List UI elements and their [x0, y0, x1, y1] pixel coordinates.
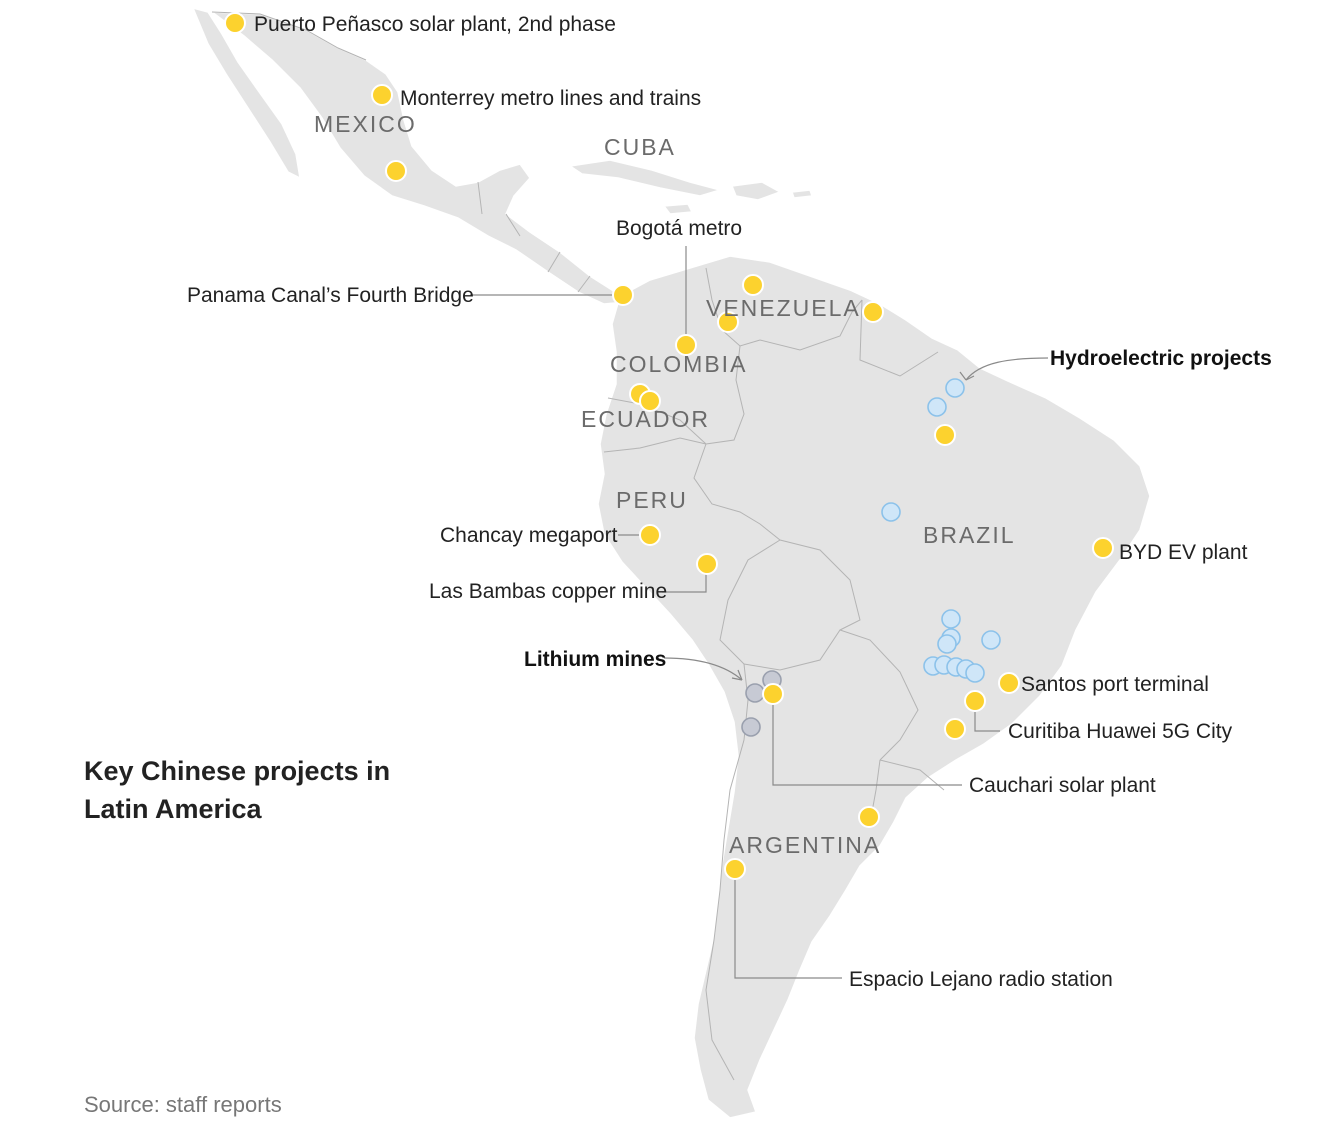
label-lithium: Lithium mines: [524, 648, 666, 671]
project-dot-venezuela-west: [717, 311, 739, 333]
project-dot-cauchari: [762, 683, 784, 705]
label-byd: BYD EV plant: [1119, 541, 1248, 564]
leader-curitiba: [974, 712, 1000, 732]
border-bolivia-paraguay-argentina: [743, 629, 919, 761]
hydroelectric-dots: [881, 378, 1001, 683]
country-label-argentina: ARGENTINA: [729, 832, 881, 858]
border-us-mexico: [211, 11, 367, 61]
project-dot-venezuela-north: [742, 274, 764, 296]
border-peru-brazil: [693, 443, 781, 541]
south-america: [597, 255, 1151, 1119]
cuba-island: [567, 159, 723, 197]
project-dot-espacio-lejano: [724, 858, 746, 880]
project-dot-puerto-penasco: [224, 12, 246, 34]
country-label-peru: PERU: [616, 487, 688, 513]
project-dot-byd: [1092, 537, 1114, 559]
label-hydroelectric: Hydroelectric projects: [1050, 347, 1272, 370]
label-bogota: Bogotá metro: [616, 217, 742, 240]
hydro-dot: [941, 609, 961, 629]
project-dot-ecuador-2: [639, 390, 661, 412]
project-dot-chancay: [639, 524, 661, 546]
hydro-arrowhead: [959, 371, 975, 381]
hydro-dot: [945, 378, 965, 398]
project-dot-monterrey: [371, 84, 393, 106]
border-colombia-brazil: [705, 345, 745, 445]
label-santos: Santos port terminal: [1021, 673, 1209, 696]
project-dot-buenos-aires: [858, 806, 880, 828]
label-curitiba: Curitiba Huawei 5G City: [1008, 720, 1233, 743]
project-dot-panama: [612, 284, 634, 306]
country-label-mexico: MEXICO: [314, 111, 417, 137]
hydro-dot: [881, 502, 901, 522]
lithium-dot: [745, 683, 765, 703]
project-dot-mexico-city: [385, 160, 407, 182]
leader-las-bambas: [662, 574, 707, 593]
label-las-bambas: Las Bambas copper mine: [429, 580, 667, 603]
project-dot-guyana: [862, 301, 884, 323]
border-argentina-uruguay: [871, 759, 945, 813]
border-ecuador-peru: [603, 437, 707, 453]
label-cauchari: Cauchari solar plant: [969, 774, 1156, 797]
border-peru-bolivia: [719, 539, 781, 665]
leader-espacio: [734, 878, 842, 979]
country-borders: [211, 11, 945, 1081]
landmass: [191, 6, 1151, 1119]
leader-cauchari: [772, 704, 962, 786]
country-label-brazil: BRAZIL: [923, 522, 1016, 548]
country-label-ecuador: ECUADOR: [581, 406, 710, 432]
project-dot-las-bambas: [696, 553, 718, 575]
project-dot-brazil-north: [934, 424, 956, 446]
hydro-dot: [937, 634, 957, 654]
source-note: Source: staff reports: [84, 1092, 282, 1117]
puerto-rico-island: [790, 189, 814, 199]
project-dot-curitiba: [964, 690, 986, 712]
country-labels: MEXICO CUBA VENEZUELA COLOMBIA ECUADOR P…: [314, 111, 1016, 858]
border-venezuela-brazil: [759, 299, 939, 377]
country-label-colombia: COLOMBIA: [610, 351, 747, 377]
label-espacio: Espacio Lejano radio station: [849, 968, 1113, 991]
hydro-dot: [981, 630, 1001, 650]
border-colombia-ecuador: [607, 397, 707, 445]
country-label-venezuela: VENEZUELA: [706, 295, 861, 321]
baja-california: [191, 6, 301, 180]
project-labels: Puerto Peñasco solar plant, 2nd phase Mo…: [187, 13, 1272, 991]
map-title: Key Chinese projects in Latin America: [84, 756, 391, 824]
lithium-arrowhead: [731, 669, 743, 681]
country-label-cuba: CUBA: [604, 134, 676, 160]
project-dot-bogota: [675, 334, 697, 356]
label-chancay: Chancay megaport: [440, 524, 618, 547]
label-panama: Panama Canal’s Fourth Bridge: [187, 284, 474, 307]
leader-lithium: [663, 657, 743, 681]
border-central-america: [477, 181, 591, 293]
border-bolivia-brazil: [779, 539, 861, 631]
hydro-dot: [927, 397, 947, 417]
label-monterrey: Monterrey metro lines and trains: [400, 87, 701, 110]
hydro-dot: [965, 663, 985, 683]
label-puerto-penasco: Puerto Peñasco solar plant, 2nd phase: [254, 13, 616, 36]
jamaica-island: [662, 203, 694, 215]
lithium-dot: [741, 717, 761, 737]
leader-lines: [470, 246, 1049, 979]
project-dot-santos: [998, 672, 1020, 694]
project-dot-brazil-south: [944, 718, 966, 740]
mexico-central-america: [209, 11, 628, 305]
hispaniola-island: [730, 181, 782, 201]
leader-hydro: [965, 357, 1049, 381]
project-dots: [224, 12, 1114, 880]
